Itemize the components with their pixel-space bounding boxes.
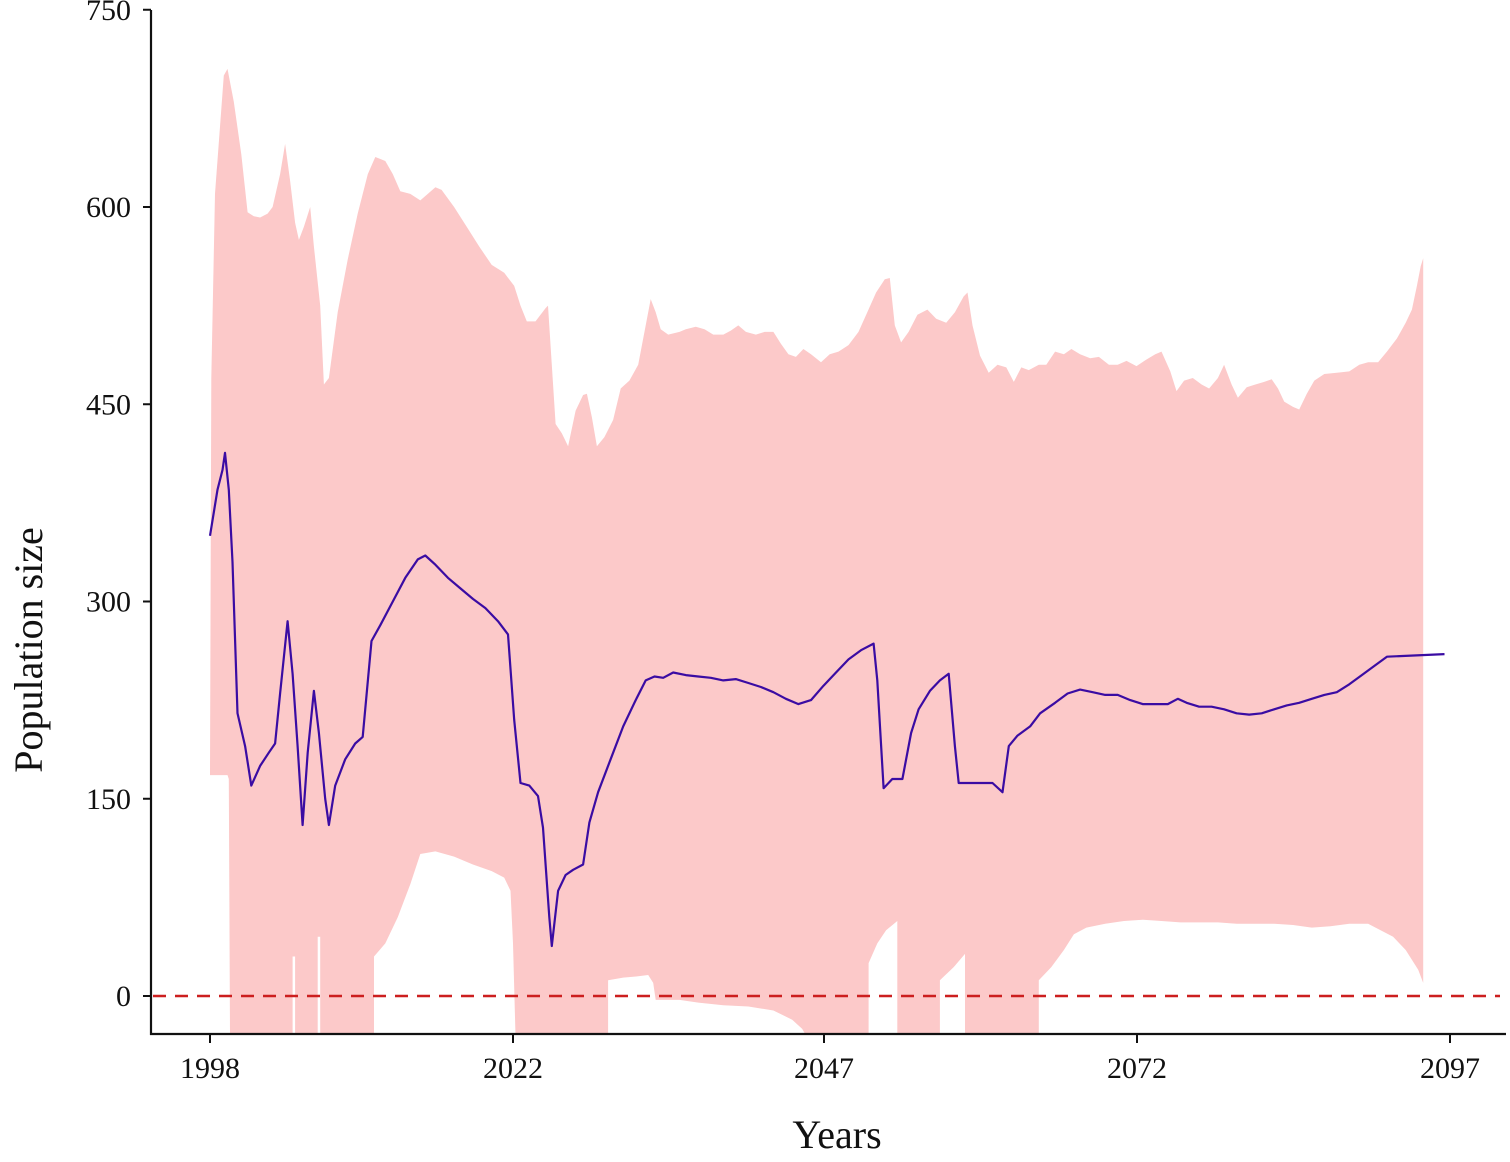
x-tick-label: 2097 <box>1420 1052 1480 1085</box>
y-tick-label: 150 <box>86 783 131 816</box>
y-tick-label: 300 <box>86 586 131 619</box>
ribbon-area <box>210 68 1424 1034</box>
y-tick-label: 750 <box>86 0 131 27</box>
y-tick-label: 0 <box>116 980 131 1013</box>
x-tick-label: 2022 <box>483 1052 543 1085</box>
mean-population-line <box>208 451 1445 948</box>
x-tick-label: 2072 <box>1107 1052 1167 1085</box>
x-axis-title: Years <box>792 1112 881 1157</box>
x-tick-label: 2047 <box>794 1052 854 1085</box>
y-axis-title: Population size <box>6 527 51 773</box>
x-axis: 1998 2022 2047 2072 2097 <box>150 1032 1506 1085</box>
y-tick-label: 600 <box>86 191 131 224</box>
x-tick-label: 1998 <box>180 1052 240 1085</box>
y-axis: 0 150 300 450 600 750 <box>86 0 153 1035</box>
confidence-ribbon <box>210 68 1424 1034</box>
y-tick-label: 450 <box>86 388 131 421</box>
